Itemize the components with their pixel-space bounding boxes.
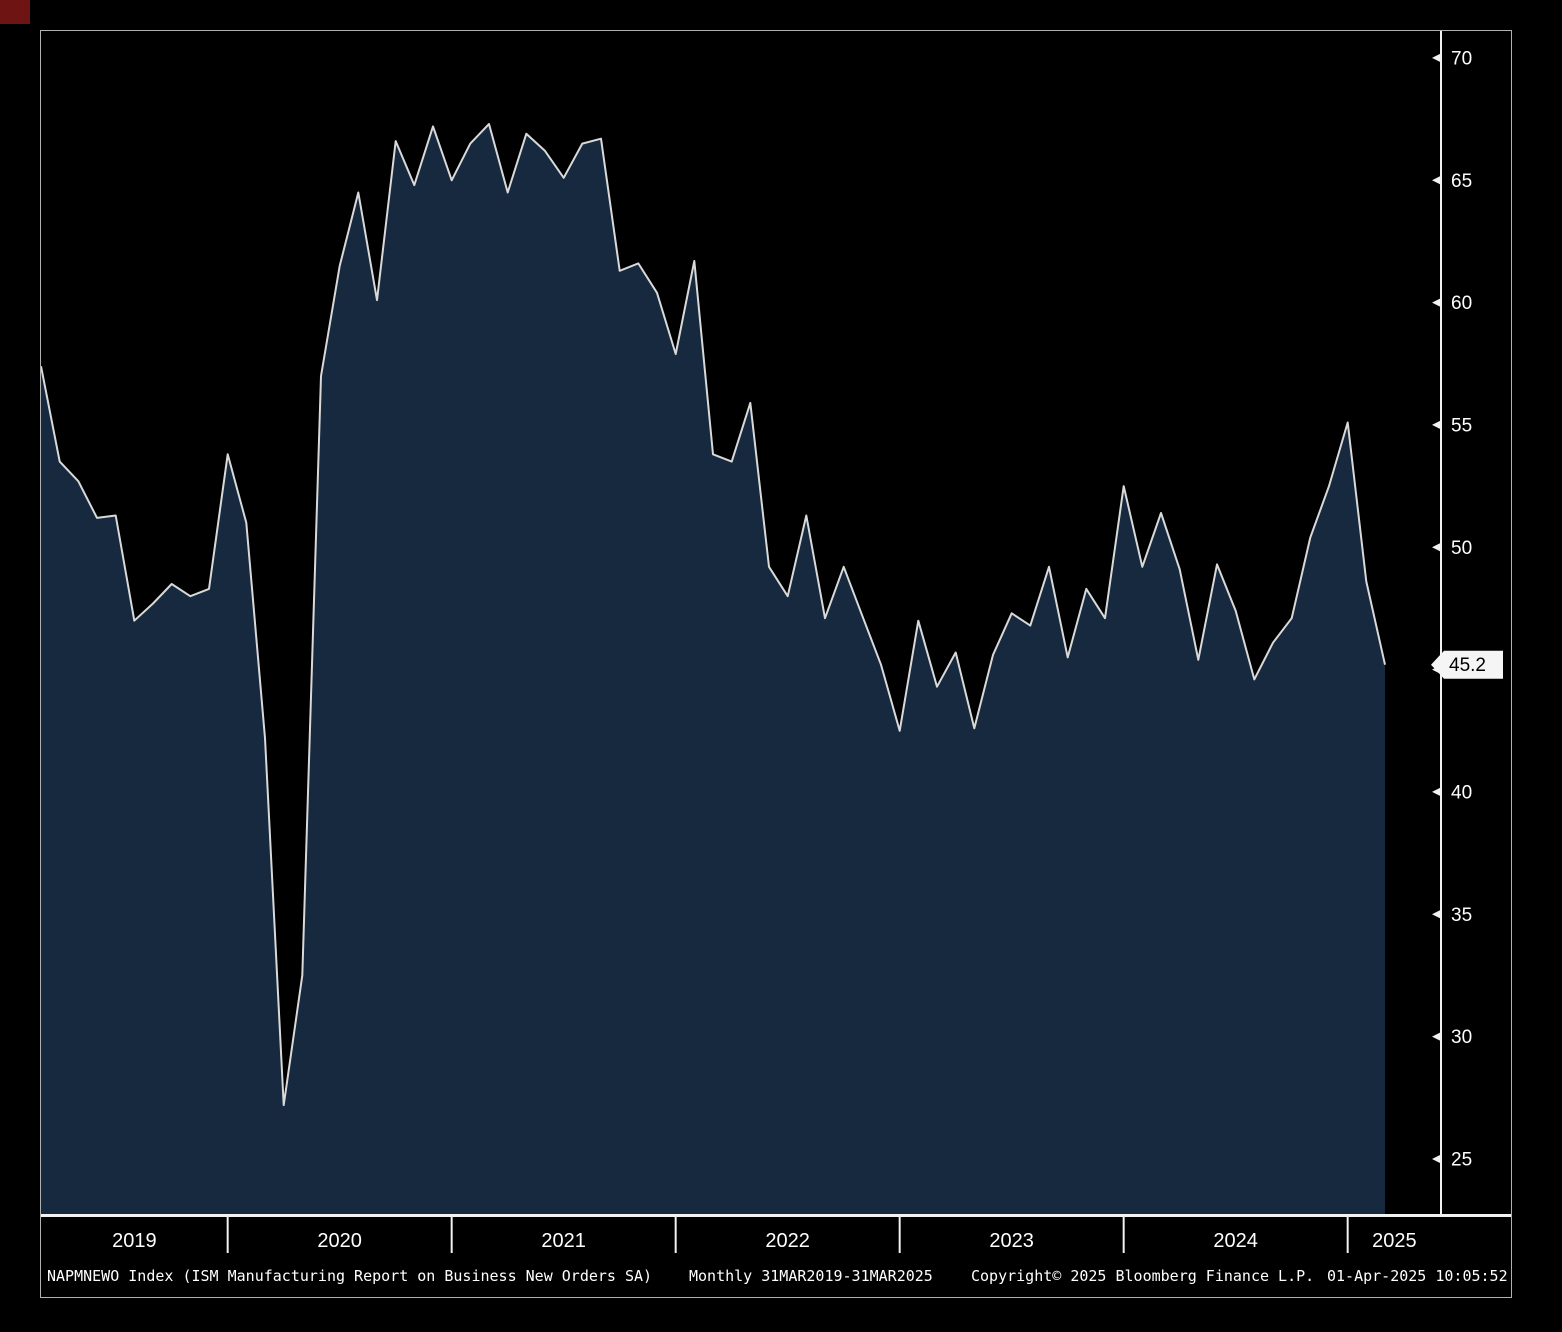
x-year-label: 2020: [317, 1230, 362, 1252]
x-axis: 2019 2020 2021 2022 2023 2024 2025: [112, 1217, 1417, 1253]
y-axis-line: [1440, 31, 1442, 1214]
y-tick-mark: [1432, 1032, 1441, 1042]
y-axis: 25303540455055606570: [1432, 48, 1472, 1170]
y-tick-label: 30: [1451, 1027, 1472, 1048]
ticker-description: NAPMNEWO Index (ISM Manufacturing Report…: [47, 1267, 653, 1285]
timestamp: 01-Apr-2025 10:05:52: [1327, 1267, 1508, 1285]
copyright-notice: Copyright© 2025 Bloomberg Finance L.P.: [971, 1267, 1315, 1285]
x-tick-mark: [450, 1217, 453, 1253]
y-tick-mark: [1432, 298, 1441, 308]
x-tick-mark: [898, 1217, 901, 1253]
x-tick-mark: [674, 1217, 677, 1253]
x-year-label: 2019: [112, 1230, 157, 1252]
series-line: [41, 123, 1386, 1107]
chart-footer: NAPMNEWO Index (ISM Manufacturing Report…: [41, 1265, 1511, 1289]
x-year-label: 2024: [1213, 1230, 1258, 1252]
y-tick-mark: [1432, 53, 1441, 63]
chart-frame: 2530354045505560657020192020202120222023…: [40, 30, 1512, 1298]
price-chart[interactable]: 2530354045505560657020192020202120222023…: [41, 31, 1511, 1297]
y-tick-label: 40: [1451, 782, 1472, 803]
red-corner-marker: [0, 0, 30, 24]
last-value-marker: [1431, 650, 1503, 679]
y-tick-label: 60: [1451, 293, 1472, 314]
x-year-label: 2025: [1372, 1230, 1417, 1252]
frequency-range: Monthly 31MAR2019-31MAR2025: [689, 1267, 933, 1285]
x-year-label: 2022: [765, 1230, 810, 1252]
x-year-label: 2021: [541, 1230, 586, 1252]
y-tick-mark: [1432, 909, 1441, 919]
y-tick-label: 35: [1451, 905, 1472, 926]
y-tick-mark: [1432, 542, 1441, 552]
x-axis-line: [41, 1214, 1511, 1217]
y-tick-label: 55: [1451, 415, 1472, 436]
x-tick-mark: [226, 1217, 229, 1253]
y-tick-label: 50: [1451, 538, 1472, 559]
x-tick-mark: [1122, 1217, 1125, 1253]
x-tick-mark: [1346, 1217, 1349, 1253]
last-value-text: 45.2: [1449, 655, 1486, 676]
area-series-fill: [41, 124, 1385, 1214]
y-tick-label: 70: [1451, 48, 1472, 69]
y-tick-mark: [1432, 1154, 1441, 1164]
y-tick-mark: [1432, 175, 1441, 185]
y-tick-label: 25: [1451, 1149, 1472, 1170]
y-tick-mark: [1432, 787, 1441, 797]
y-tick-mark: [1432, 420, 1441, 430]
x-year-label: 2023: [989, 1230, 1034, 1252]
y-tick-label: 65: [1451, 171, 1472, 192]
